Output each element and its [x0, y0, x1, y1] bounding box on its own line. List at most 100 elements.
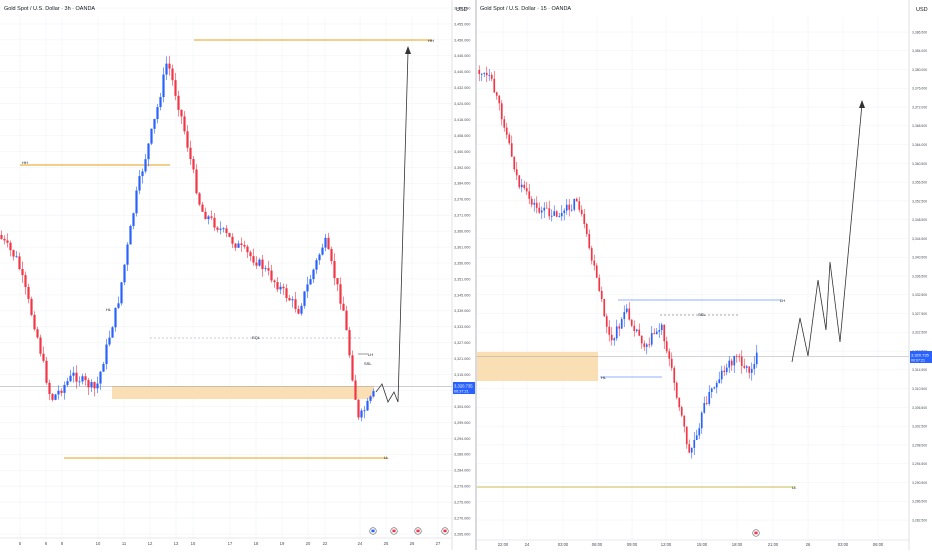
candle-body — [204, 211, 207, 220]
price-tick-label: 3,279.000 — [454, 485, 470, 489]
candle-body — [195, 169, 198, 194]
candle-body — [366, 400, 369, 411]
price-tick-label: 3,345.000 — [454, 293, 470, 297]
candle-body — [603, 298, 606, 317]
price-tick-label: 3,460.000 — [454, 6, 470, 10]
candle-body — [583, 213, 586, 225]
left-projection-path[interactable] — [375, 51, 409, 403]
candle-body — [210, 216, 213, 218]
date-tick-label: 8 — [61, 541, 64, 546]
left-lh-label: LH — [368, 352, 373, 357]
candle-body — [548, 208, 551, 217]
candle-body — [623, 312, 626, 320]
right-demand-zone[interactable] — [477, 352, 598, 381]
right-event-icons — [752, 529, 760, 537]
right-candles — [478, 65, 758, 459]
candle-body — [563, 210, 566, 213]
candle-body — [555, 211, 558, 217]
left-projection-arrow-icon — [405, 46, 411, 54]
candle-body — [3, 238, 6, 241]
candle-body — [180, 109, 183, 117]
price-tick-label: 3,327.000 — [454, 341, 470, 345]
right-ssl-label: SSL — [698, 312, 706, 317]
left-countdown: 00:37:21 — [454, 390, 469, 394]
candle-body — [498, 95, 501, 104]
left-price-axis[interactable]: 3,460.000 3,455.000 3,450.000 3,445.000 3,44… — [454, 6, 470, 536]
price-tick-label: 3,356.500 — [912, 181, 927, 185]
date-tick-label: 10 — [96, 541, 101, 546]
candle-body — [593, 260, 596, 266]
price-tick-label: 3,400.000 — [454, 150, 470, 154]
candle-body — [33, 314, 36, 330]
candle-body — [240, 243, 243, 246]
candle-body — [15, 256, 18, 258]
date-tick-label: 24 — [525, 542, 530, 547]
price-tick-label: 3,289.000 — [454, 453, 470, 457]
price-tick-label: 3,424.000 — [454, 102, 470, 106]
candle-body — [665, 341, 668, 352]
candle-body — [345, 310, 348, 331]
candle-body — [503, 119, 506, 128]
price-tick-label: 3,336.500 — [912, 274, 927, 278]
candle-body — [488, 74, 491, 76]
left-demand-zone[interactable] — [112, 386, 374, 399]
candle-body — [520, 184, 523, 188]
candle-body — [306, 284, 309, 292]
right-time-axis[interactable]: 22:00 24 03:00 06:00 09:00 12:00 15:00 18:00 21:… — [498, 542, 884, 547]
candle-body — [327, 237, 330, 250]
price-tick-label: 3,386.500 — [912, 30, 927, 34]
right-currency-label: USD — [916, 7, 928, 13]
candle-body — [261, 259, 264, 270]
candle-body — [21, 269, 24, 276]
price-tick-label: 3,455.000 — [454, 22, 470, 26]
candle-body — [480, 73, 483, 75]
candle-body — [560, 212, 563, 217]
candle-body — [483, 72, 486, 74]
candle-body — [297, 308, 300, 314]
date-tick-label: 18:00 — [732, 542, 743, 547]
candle-body — [728, 360, 731, 368]
candle-body — [678, 397, 681, 408]
candle-body — [688, 444, 691, 453]
right-projection-path[interactable] — [791, 103, 863, 363]
price-tick-label: 3,380.000 — [912, 68, 927, 72]
candle-body — [653, 333, 656, 335]
right-countdown: 00:07:21 — [911, 359, 925, 363]
candle-body — [225, 228, 228, 234]
candle-body — [545, 207, 548, 209]
candle-body — [156, 107, 159, 120]
candle-body — [120, 282, 123, 304]
left-chart-panel[interactable]: Gold Spot / U.S. Dollar · 3h · OANDA HH … — [0, 0, 475, 550]
date-tick-label: 11 — [122, 541, 127, 546]
left-current-price: 3,320.735 — [454, 384, 473, 389]
candle-body — [720, 370, 723, 380]
candle-body — [685, 426, 688, 445]
candle-body — [598, 277, 601, 291]
date-tick-label: 6 — [45, 541, 48, 546]
candle-body — [610, 334, 613, 341]
left-time-axis[interactable]: 5 6 8 10 11 12 13 15 17 18 19 20 22 24 25 26 27 — [19, 541, 441, 546]
candle-body — [683, 415, 686, 427]
candle-body — [640, 335, 643, 344]
candle-body — [673, 367, 676, 383]
candle-body — [96, 383, 99, 389]
price-tick-label: 3,298.500 — [912, 443, 927, 447]
candle-body — [192, 159, 195, 170]
left-price-line — [0, 386, 452, 387]
date-tick-label: 06:00 — [592, 542, 603, 547]
candle-body — [138, 176, 141, 191]
candle-body — [294, 299, 297, 309]
right-chart-panel[interactable]: Gold Spot / U.S. Dollar · 15 · OANDA LH … — [477, 0, 932, 550]
date-tick-label: 09:00 — [627, 542, 638, 547]
price-tick-label: 3,366.000 — [454, 230, 470, 234]
candle-body — [643, 343, 646, 347]
candle-body — [114, 307, 117, 328]
candle-body — [698, 428, 701, 436]
candle-body — [655, 331, 658, 335]
candle-body — [129, 225, 132, 245]
candle-body — [249, 252, 252, 257]
candle-body — [318, 254, 321, 261]
candle-body — [216, 227, 219, 230]
candle-body — [339, 284, 342, 304]
